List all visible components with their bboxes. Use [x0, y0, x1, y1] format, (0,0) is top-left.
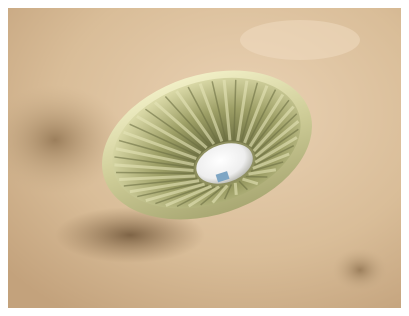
- photo: [0, 8, 401, 308]
- crater: [332, 248, 388, 292]
- page: (() => { JSON.parse(document.getElementB…: [0, 0, 409, 316]
- dune-light: [240, 20, 360, 60]
- scene: [0, 0, 409, 316]
